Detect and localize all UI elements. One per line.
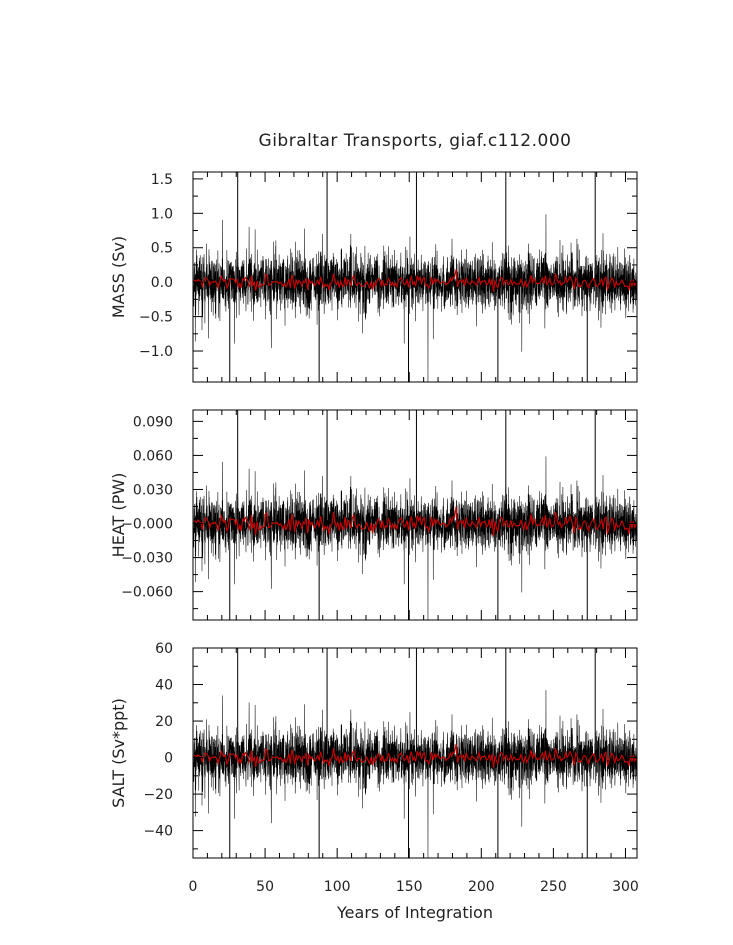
annual-mean-line: [193, 269, 637, 292]
y-tick-label: −1.0: [139, 344, 173, 360]
x-tick-label: 100: [324, 879, 351, 895]
y-tick-label: −0.030: [121, 551, 173, 567]
y-tick-label: 1.5: [151, 172, 173, 188]
y-axis-label: HEAT (PW): [109, 473, 128, 558]
y-tick-label: −20: [143, 787, 173, 803]
x-tick-label: 0: [189, 879, 198, 895]
monthly-transport-line: [192, 690, 638, 859]
y-axis-label: MASS (Sv): [109, 236, 128, 318]
y-tick-label: 0.060: [133, 448, 173, 464]
y-tick-label: −0.000: [121, 517, 173, 533]
y-tick-label: 0.030: [133, 482, 173, 498]
heat-panel: 0.090 0.060 0.030 −0.000 −0.030 −0.060 HEAT (P…: [109, 409, 638, 621]
x-axis-label: Years of Integration: [336, 903, 493, 922]
annual-mean-line: [193, 506, 637, 537]
x-tick-label: 50: [256, 879, 274, 895]
y-tick-label: −40: [143, 824, 173, 840]
monthly-transport-line: [192, 456, 638, 621]
y-tick-label: 60: [155, 641, 173, 657]
annual-mean-line: [193, 743, 637, 768]
x-tick-label: 300: [612, 879, 639, 895]
y-tick-label: 0.0: [151, 275, 173, 291]
y-tick-label: 0: [164, 751, 173, 767]
chart-title: Gibraltar Transports, giaf.c112.000: [259, 131, 572, 151]
y-tick-label: 40: [155, 678, 173, 694]
y-tick-label: −0.5: [139, 310, 173, 326]
y-tick-label: 1.0: [151, 206, 173, 222]
x-tick-label: 250: [540, 879, 567, 895]
y-tick-label: 20: [155, 714, 173, 730]
y-tick-label: 0.090: [133, 414, 173, 430]
y-axis-label: SALT (Sv*ppt): [109, 698, 128, 808]
y-tick-label: −0.060: [121, 585, 173, 601]
monthly-transport-line: [192, 214, 638, 383]
mass-panel: 1.5 1.0 0.5 0.0 −0.5 −1.0 MASS (Sv): [109, 171, 638, 383]
x-tick-label: 150: [396, 879, 423, 895]
y-tick-label: 0.5: [151, 241, 173, 257]
x-tick-label: 200: [468, 879, 495, 895]
